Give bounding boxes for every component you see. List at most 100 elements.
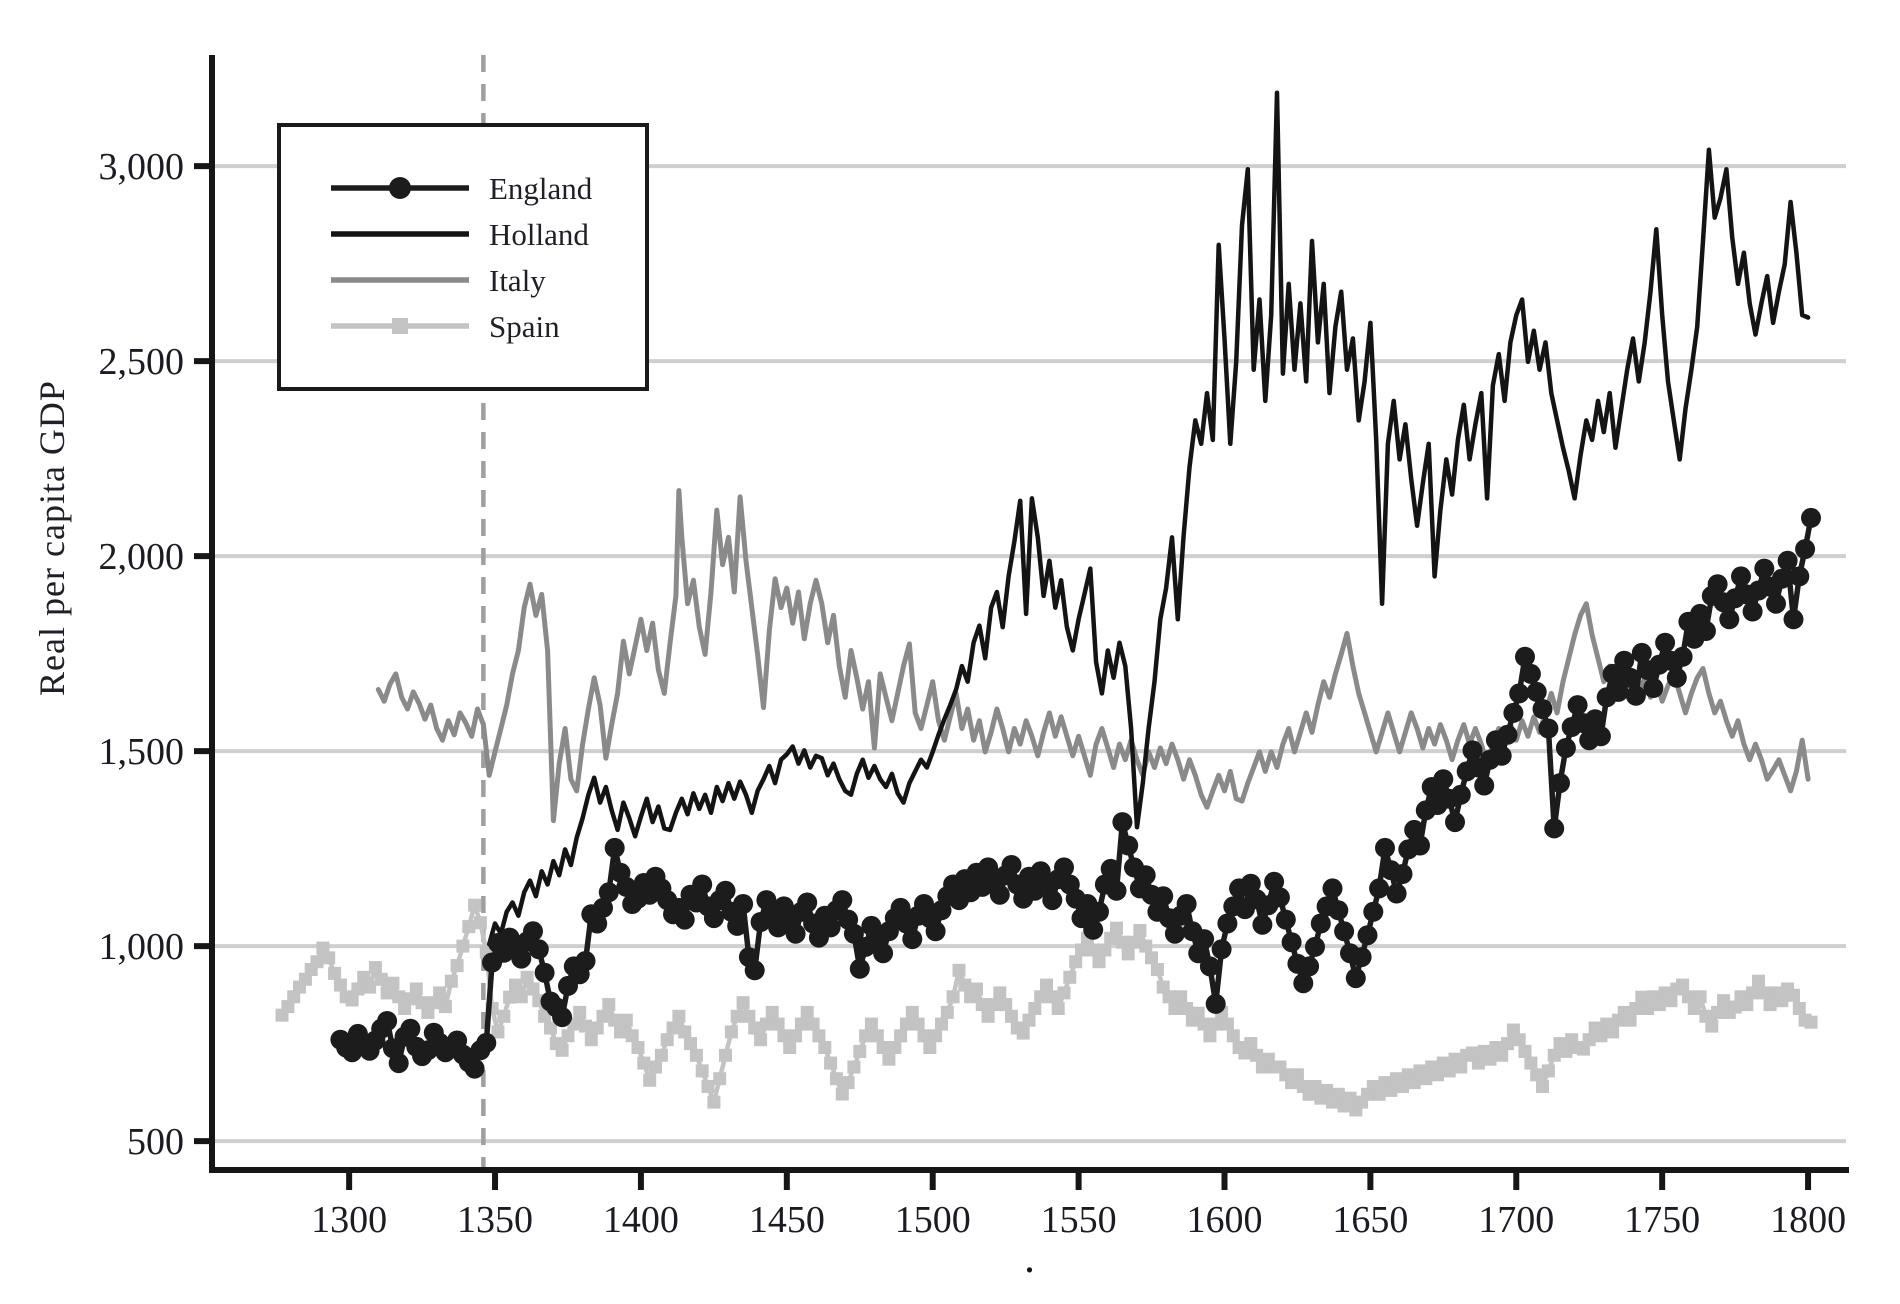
marker-spain <box>1419 1072 1433 1086</box>
marker-england <box>1001 855 1022 875</box>
marker-spain <box>1606 1025 1620 1039</box>
marker-spain <box>707 1095 721 1109</box>
marker-spain <box>719 1048 732 1062</box>
marker-england <box>1375 837 1395 858</box>
marker-spain <box>1442 1064 1456 1078</box>
marker-england <box>1608 681 1629 702</box>
legend-swatch-england <box>331 177 469 199</box>
legend-label-spain: Spain <box>489 308 560 344</box>
marker-spain <box>713 1072 727 1086</box>
marker-spain <box>503 990 517 1004</box>
marker-england <box>890 897 911 918</box>
stray-footnote-dot: . <box>1024 1233 1035 1282</box>
marker-spain <box>678 1025 692 1039</box>
marker-england <box>1217 913 1238 934</box>
marker-spain <box>1763 998 1777 1012</box>
marker-england <box>744 960 765 981</box>
marker-spain <box>491 1025 505 1039</box>
marker-spain <box>526 982 540 996</box>
marker-england <box>1299 956 1320 977</box>
marker-spain <box>1635 990 1649 1004</box>
marker-spain <box>625 1029 639 1043</box>
y-axis-title: Real per capita GDP <box>32 380 72 696</box>
marker-england <box>727 915 748 936</box>
marker-england <box>1450 784 1471 805</box>
marker-spain <box>1547 1048 1561 1062</box>
marker-spain <box>351 982 365 996</box>
x-tick-label-1350: 1350 <box>457 1199 533 1241</box>
marker-england <box>552 1007 573 1028</box>
marker-england <box>1240 873 1261 894</box>
marker-england <box>1281 932 1302 953</box>
marker-spain <box>1687 1002 1701 1015</box>
marker-england <box>843 923 864 944</box>
y-tick-label-500: 500 <box>127 1121 184 1163</box>
marker-spain <box>1005 1009 1018 1023</box>
marker-england <box>476 1032 497 1053</box>
marker-spain <box>544 1021 557 1035</box>
marker-england <box>534 962 555 983</box>
marker-spain <box>1040 978 1053 992</box>
legend-label-holland: Holland <box>489 216 589 252</box>
y-tick-label-2000: 2,000 <box>99 536 185 578</box>
marker-spain <box>281 1000 295 1014</box>
marker-spain <box>882 1052 896 1066</box>
marker-spain <box>917 1029 931 1043</box>
marker-spain <box>1045 990 1059 1004</box>
marker-spain <box>1559 1044 1573 1058</box>
marker-england <box>1567 695 1588 716</box>
marker-spain <box>911 1017 925 1031</box>
marker-spain <box>1541 1064 1555 1078</box>
marker-spain <box>1495 1048 1509 1062</box>
marker-spain <box>829 1072 843 1086</box>
marker-spain <box>602 998 616 1012</box>
marker-england <box>1211 939 1232 960</box>
marker-spain <box>730 1009 744 1023</box>
marker-england <box>1135 865 1156 886</box>
marker-spain <box>444 974 458 988</box>
marker-spain <box>1787 988 1800 1002</box>
marker-spain <box>818 1041 832 1054</box>
marker-england <box>1386 883 1407 904</box>
marker-spain <box>1063 970 1077 984</box>
marker-spain <box>672 1009 686 1023</box>
marker-spain <box>1127 935 1141 949</box>
marker-spain <box>1320 1083 1334 1097</box>
marker-spain <box>1652 998 1666 1012</box>
marker-spain <box>357 970 371 984</box>
marker-spain <box>905 1005 919 1019</box>
marker-spain <box>701 1080 715 1093</box>
marker-spain <box>1746 986 1760 1000</box>
marker-spain <box>1536 1080 1549 1093</box>
marker-england <box>1655 632 1676 653</box>
marker-spain <box>888 1041 902 1054</box>
marker-spain <box>929 1029 943 1043</box>
marker-spain <box>794 1017 808 1031</box>
marker-spain <box>298 972 312 986</box>
marker-spain <box>940 1005 954 1019</box>
marker-spain <box>1203 1029 1217 1043</box>
marker-spain <box>1728 1000 1742 1014</box>
marker-england <box>1801 507 1821 528</box>
marker-spain <box>1705 1019 1719 1033</box>
marker-england <box>575 951 596 971</box>
marker-england <box>1520 663 1541 684</box>
marker-spain <box>538 1009 552 1023</box>
marker-spain <box>590 1021 604 1035</box>
legend-item-italy: Italy <box>329 265 645 296</box>
marker-spain <box>1092 955 1106 969</box>
marker-england <box>1462 740 1483 761</box>
legend-item-england: England <box>329 173 645 204</box>
marker-england <box>1795 539 1816 560</box>
marker-spain <box>514 990 528 1004</box>
marker-spain <box>596 1009 610 1023</box>
marker-england <box>1590 726 1611 747</box>
y-tick-label-1500: 1,500 <box>99 731 185 773</box>
marker-spain <box>806 1017 820 1031</box>
marker-england <box>1112 812 1133 833</box>
marker-spain <box>1051 1002 1065 1015</box>
marker-england <box>1334 921 1355 942</box>
marker-england <box>1089 901 1109 922</box>
marker-england <box>1509 683 1530 704</box>
